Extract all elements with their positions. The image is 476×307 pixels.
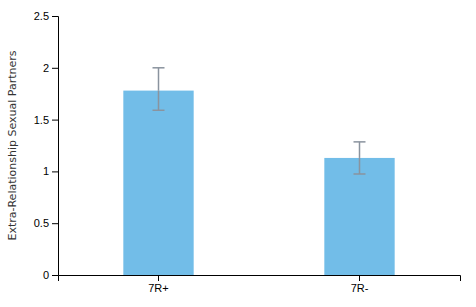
x-axis-line bbox=[59, 276, 461, 282]
x-axis: 7R+ 7R- bbox=[59, 275, 461, 294]
y-tick-mark bbox=[52, 120, 58, 121]
bar bbox=[324, 158, 394, 275]
marks bbox=[123, 68, 394, 275]
y-tick: 1 bbox=[43, 165, 58, 177]
error-bar-up bbox=[359, 142, 361, 158]
y-tick-mark bbox=[52, 68, 58, 69]
bar bbox=[123, 91, 193, 275]
y-tick-label: 1.5 bbox=[34, 114, 49, 126]
y-tick-label: 2.5 bbox=[34, 10, 49, 22]
x-tick-mark bbox=[359, 275, 360, 281]
y-tick-label: 2 bbox=[43, 62, 49, 74]
y-tick-label: 0.5 bbox=[34, 217, 49, 229]
y-axis-line bbox=[52, 17, 59, 276]
y-tick-mark bbox=[52, 16, 58, 17]
error-cap-down bbox=[354, 173, 366, 175]
y-tick: 0 bbox=[43, 269, 58, 281]
y-tick-label: 0 bbox=[43, 269, 49, 281]
y-tick: 2.5 bbox=[34, 10, 58, 22]
x-tick-label: 7R- bbox=[351, 282, 369, 294]
error-cap-down bbox=[153, 110, 165, 112]
error-bar-down bbox=[359, 158, 361, 174]
y-axis-title: Extra-Relationship Sexual Partners bbox=[6, 50, 19, 240]
error-bar-up bbox=[158, 68, 160, 91]
x-tick-mark bbox=[158, 275, 159, 281]
y-tick-label: 1 bbox=[43, 165, 49, 177]
y-tick: 2 bbox=[43, 62, 58, 74]
x-tick: 7R+ bbox=[148, 275, 169, 294]
chart-svg: 0 0.5 1 1.5 2 2.5 7R+ 7R- Extra-Relationship Sex… bbox=[0, 0, 476, 307]
y-tick-mark bbox=[52, 171, 58, 172]
error-cap-up bbox=[354, 141, 366, 143]
error-bar-down bbox=[158, 91, 160, 111]
x-tick: 7R- bbox=[351, 275, 369, 294]
y-tick: 0.5 bbox=[34, 217, 58, 229]
y-tick-mark bbox=[52, 275, 58, 276]
error-cap-up bbox=[153, 67, 165, 69]
x-tick-label: 7R+ bbox=[148, 282, 169, 294]
chart-container: 0 0.5 1 1.5 2 2.5 7R+ 7R- Extra-Relationship Sex… bbox=[0, 0, 476, 307]
y-tick: 1.5 bbox=[34, 114, 58, 126]
y-axis: 0 0.5 1 1.5 2 2.5 bbox=[34, 10, 59, 281]
y-tick-mark bbox=[52, 223, 58, 224]
plot-area: 0 0.5 1 1.5 2 2.5 7R+ 7R- bbox=[34, 10, 461, 294]
